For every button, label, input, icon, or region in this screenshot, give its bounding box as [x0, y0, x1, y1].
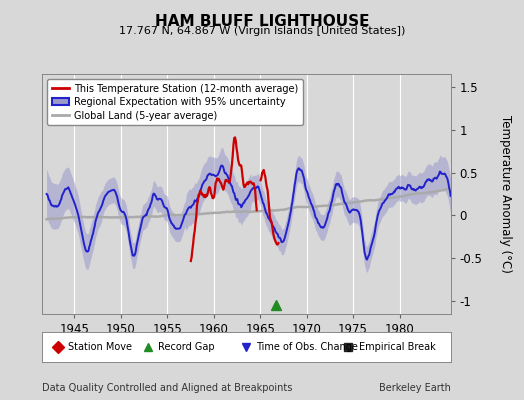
Y-axis label: Temperature Anomaly (°C): Temperature Anomaly (°C) [499, 115, 512, 273]
Text: Berkeley Earth: Berkeley Earth [379, 383, 451, 393]
Text: Empirical Break: Empirical Break [358, 342, 435, 352]
Text: 17.767 N, 64.867 W (Virgin Islands [United States]): 17.767 N, 64.867 W (Virgin Islands [Unit… [119, 26, 405, 36]
Text: Record Gap: Record Gap [158, 342, 215, 352]
Text: Station Move: Station Move [69, 342, 133, 352]
Text: HAM BLUFF LIGHTHOUSE: HAM BLUFF LIGHTHOUSE [155, 14, 369, 29]
Text: Data Quality Controlled and Aligned at Breakpoints: Data Quality Controlled and Aligned at B… [42, 383, 292, 393]
Text: Time of Obs. Change: Time of Obs. Change [256, 342, 358, 352]
Legend: This Temperature Station (12-month average), Regional Expectation with 95% uncer: This Temperature Station (12-month avera… [47, 79, 303, 125]
